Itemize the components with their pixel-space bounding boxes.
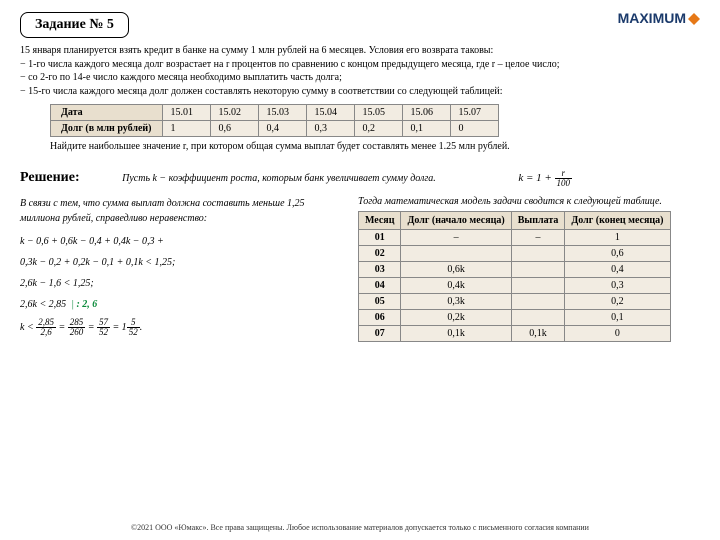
month-table: МесяцДолг (начало месяца)ВыплатаДолг (ко…	[358, 211, 671, 342]
let-statement: Пусть k − коэффициент роста, которым бан…	[122, 173, 436, 184]
find-statement: Найдите наибольшее значение r, при котор…	[50, 141, 700, 152]
debt-table: Дата15.0115.0215.0315.0415.0515.0615.07 …	[50, 104, 499, 137]
solution-heading: Решение:	[20, 170, 80, 186]
inequality-block: В связи с тем, что сумма выплат должна с…	[20, 196, 340, 343]
task-title: Задание № 5	[20, 12, 129, 38]
model-note: Тогда математическая модель задачи своди…	[358, 196, 700, 207]
brand-logo: MAXIMUM	[618, 10, 702, 27]
k-formula: k = 1 + r100	[518, 169, 572, 188]
copyright-footer: ©2021 ООО «Юмакс». Все права защищены. Л…	[0, 523, 720, 532]
problem-text: 15 января планируется взять кредит в бан…	[20, 44, 700, 98]
